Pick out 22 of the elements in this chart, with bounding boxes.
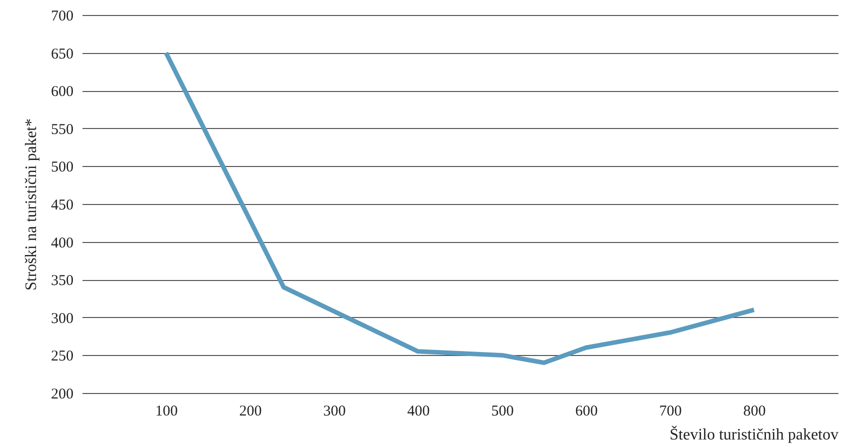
x-axis-title: Število turističnih paketov — [670, 426, 838, 444]
y-tick-label: 500 — [51, 160, 74, 176]
y-tick-label: 400 — [51, 235, 74, 252]
x-tick-label: 400 — [407, 404, 430, 420]
y-tick-label: 350 — [51, 273, 74, 290]
y-tick-label: 250 — [51, 348, 74, 365]
x-tick-label: 500 — [491, 404, 514, 420]
x-tick-label: 300 — [323, 404, 346, 420]
y-tick-label: 450 — [51, 198, 74, 214]
y-tick-label: 300 — [51, 310, 74, 327]
y-tick-label: 600 — [51, 84, 74, 100]
x-tick-label: 200 — [239, 404, 262, 420]
y-tick-label: 200 — [51, 386, 74, 402]
y-axis-title: Stroški na turistični paket* — [23, 118, 40, 290]
x-tick-label: 800 — [743, 404, 766, 420]
y-tick-label: 650 — [51, 46, 74, 62]
x-tick-label: 100 — [155, 404, 178, 420]
y-tick-label: 700 — [51, 8, 74, 24]
line-series — [164, 50, 756, 366]
y-tick-label: 550 — [51, 122, 74, 138]
x-tick-label: 700 — [659, 404, 682, 420]
x-tick-label: 600 — [575, 404, 598, 420]
